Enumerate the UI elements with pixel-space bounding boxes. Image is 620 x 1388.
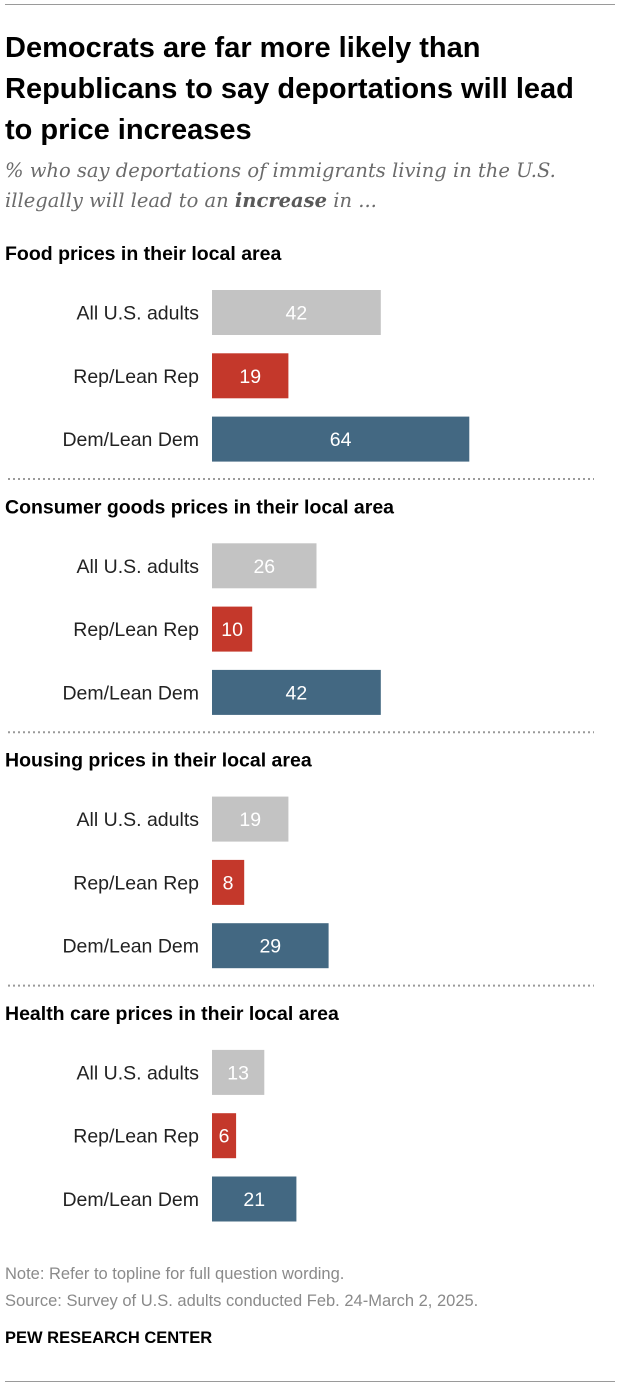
value-label-all: 26 xyxy=(253,556,275,578)
category-label-dem: Dem/Lean Dem xyxy=(62,936,199,958)
value-label-rep: 19 xyxy=(239,366,261,388)
value-label-rep: 10 xyxy=(221,619,243,641)
value-label-all: 13 xyxy=(227,1062,249,1084)
bar-all xyxy=(212,1049,265,1095)
category-label-dem: Dem/Lean Dem xyxy=(62,429,199,451)
value-label-rep: 8 xyxy=(223,872,234,894)
panel-title: Consumer goods prices in their local are… xyxy=(5,496,394,518)
panel-3: Housing prices in their local area All U.… xyxy=(5,750,329,969)
category-label-rep: Rep/Lean Rep xyxy=(73,619,199,641)
value-label-rep: 6 xyxy=(219,1126,230,1148)
bottom-rule xyxy=(5,1381,615,1382)
category-label-rep: Rep/Lean Rep xyxy=(73,1126,199,1148)
value-label-dem: 29 xyxy=(259,936,281,958)
top-rule xyxy=(5,4,615,5)
subtitle-text: % who say deportations of immigrants liv… xyxy=(5,159,556,212)
value-label-dem: 64 xyxy=(330,429,352,451)
chart-subtitle: % who say deportations of immigrants liv… xyxy=(5,156,615,216)
bar-all xyxy=(212,290,381,335)
category-label-rep: Rep/Lean Rep xyxy=(73,366,199,388)
value-label-all: 42 xyxy=(286,303,308,325)
category-label-all: All U.S. adults xyxy=(77,303,200,325)
category-label-all: All U.S. adults xyxy=(77,556,200,578)
bar-dem xyxy=(212,1176,297,1222)
category-label-all: All U.S. adults xyxy=(77,1062,200,1084)
category-label-dem: Dem/Lean Dem xyxy=(62,682,199,704)
subtitle-suffix: in ... xyxy=(327,189,377,212)
panel-title: Food prices in their local area xyxy=(5,243,281,265)
category-label-rep: Rep/Lean Rep xyxy=(73,872,199,894)
bar-rep xyxy=(212,1113,237,1159)
panel-4: Health care prices in their local area Al… xyxy=(5,1003,339,1222)
value-label-all: 19 xyxy=(239,809,261,831)
value-label-dem: 42 xyxy=(286,682,308,704)
panel-title: Health care prices in their local area xyxy=(5,1003,339,1025)
footer-source: Source: Survey of U.S. adults conducted … xyxy=(5,1292,479,1310)
bar-dem xyxy=(212,669,381,715)
panel-2: Consumer goods prices in their local are… xyxy=(5,496,394,715)
subtitle-emphasis: increase xyxy=(234,189,328,212)
bar-dem xyxy=(212,923,329,969)
value-label-dem: 21 xyxy=(243,1189,265,1211)
panel-title: Housing prices in their local area xyxy=(5,750,312,772)
category-label-all: All U.S. adults xyxy=(77,809,200,831)
bar-dem xyxy=(212,416,470,462)
panel-1: Food prices in their local area All U.S. … xyxy=(5,243,470,462)
bar-chart: Food prices in their local area All U.S. … xyxy=(5,243,594,1222)
bar-rep xyxy=(212,606,253,652)
bar-all xyxy=(212,796,289,842)
chart-title: Democrats are far more likely than Repub… xyxy=(5,32,574,146)
bar-all xyxy=(212,543,317,589)
category-label-dem: Dem/Lean Dem xyxy=(62,1189,199,1211)
bar-rep xyxy=(212,353,289,399)
bar-rep xyxy=(212,859,245,905)
pew-logo-text: PEW RESEARCH CENTER xyxy=(5,1329,213,1347)
footer-note: Note: Refer to topline for full question… xyxy=(5,1265,345,1283)
